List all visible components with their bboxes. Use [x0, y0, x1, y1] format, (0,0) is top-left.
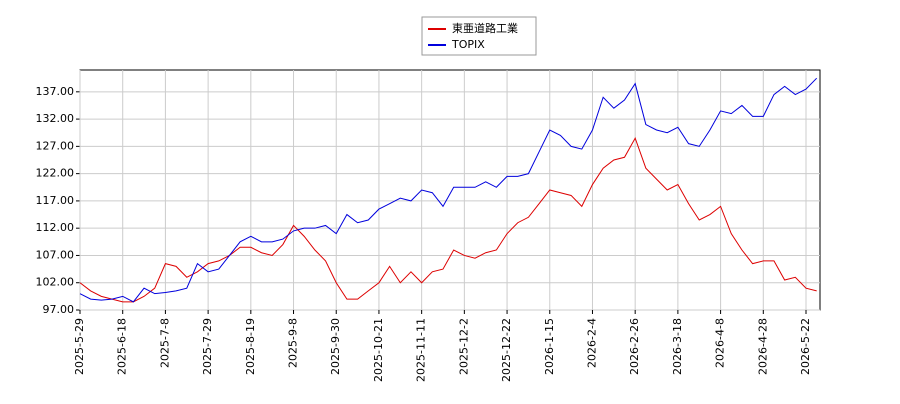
x-tick-label: 2026-2-26 [628, 318, 641, 375]
x-tick-label: 2025-8-19 [244, 318, 257, 375]
x-tick-label: 2025-6-18 [116, 318, 129, 375]
y-tick-label: 132.00 [36, 112, 75, 125]
x-tick-label: 2025-10-21 [372, 318, 385, 382]
y-tick-label: 112.00 [36, 221, 75, 234]
x-tick-label: 2025-9-30 [329, 318, 342, 375]
x-tick-label: 2025-7-29 [201, 318, 214, 375]
legend-box [421, 16, 537, 56]
legend [421, 16, 537, 56]
legend-label: TOPIX [451, 38, 485, 51]
y-tick-label: 107.00 [36, 248, 75, 261]
legend-label: 東亜道路工業 [452, 21, 518, 35]
x-tick-label: 2025-9-8 [287, 318, 300, 368]
x-tick-label: 2025-12-22 [500, 318, 513, 382]
y-tick-label: 127.00 [36, 139, 75, 152]
x-tick-label: 2025-7-8 [158, 318, 171, 368]
x-tick-label: 2025-11-11 [415, 318, 428, 382]
x-tick-label: 2025-5-29 [73, 318, 86, 375]
x-tick-label: 2025-12-2 [457, 318, 470, 375]
x-tick-label: 2026-4-28 [756, 318, 769, 375]
x-tick-label: 2026-5-22 [799, 318, 812, 375]
y-tick-label: 122.00 [36, 167, 75, 180]
series-line [79, 136, 817, 303]
x-tick-label: 2026-4-8 [714, 318, 727, 368]
x-tick-label: 2026-2-4 [585, 318, 598, 368]
y-tick-label: 102.00 [36, 276, 75, 289]
y-tick-label: 117.00 [36, 194, 75, 207]
x-tick-label: 2026-1-15 [543, 318, 556, 375]
y-tick-label: 97.00 [43, 303, 75, 316]
x-tick-label: 2026-3-18 [671, 318, 684, 375]
series-line [79, 77, 818, 303]
y-tick-label: 137.00 [36, 85, 75, 98]
plot-frame [79, 69, 821, 311]
